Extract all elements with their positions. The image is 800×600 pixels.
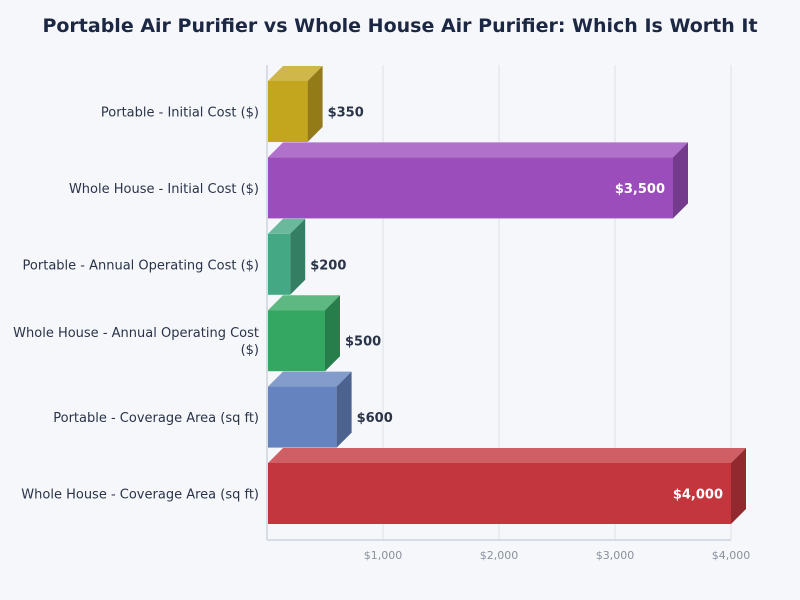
data-label: $200 — [310, 258, 346, 273]
bar-top — [268, 218, 306, 234]
bar-top — [268, 448, 746, 463]
bar-side — [731, 448, 746, 524]
bar-top — [268, 371, 352, 387]
x-tick-label: $1,000 — [364, 549, 403, 562]
bar-group: $500 — [268, 295, 381, 372]
category-label: Whole House - Coverage Area (sq ft) — [21, 488, 259, 503]
category-label: Whole House - Annual Operating Cost — [13, 326, 259, 341]
data-label: $350 — [328, 106, 364, 121]
chart-title: Portable Air Purifier vs Whole House Air… — [42, 15, 758, 37]
x-tick-label: $2,000 — [480, 549, 519, 562]
category-label: ($) — [241, 343, 259, 358]
bar — [268, 310, 325, 372]
category-label: Portable - Initial Cost ($) — [101, 106, 259, 121]
data-label: $3,500 — [615, 182, 665, 197]
bar-side — [307, 66, 323, 142]
category-label: Portable - Coverage Area (sq ft) — [53, 411, 259, 426]
bar — [268, 157, 673, 219]
data-label: $500 — [345, 335, 381, 350]
bar-top — [268, 142, 688, 158]
category-label: Portable - Annual Operating Cost ($) — [23, 258, 259, 273]
x-tick-label: $3,000 — [596, 549, 635, 562]
bar-top — [268, 295, 340, 311]
bar — [268, 233, 291, 295]
bar — [268, 463, 731, 524]
bar-group: $350 — [268, 66, 364, 142]
bar-side — [336, 371, 352, 448]
bar-group: $3,500 — [268, 142, 688, 219]
bar-group: $4,000 — [268, 448, 746, 524]
bar-group: $600 — [268, 371, 393, 448]
bar — [268, 81, 308, 142]
data-label: $4,000 — [673, 488, 723, 503]
x-tick-label: $4,000 — [712, 549, 751, 562]
category-label: Whole House - Initial Cost ($) — [69, 182, 259, 197]
bar-side — [673, 142, 688, 219]
bar-top — [268, 66, 323, 81]
bar-side — [325, 295, 340, 372]
bar — [268, 386, 337, 448]
bar-side — [290, 218, 306, 295]
data-label: $600 — [357, 411, 393, 426]
bar-group: $200 — [268, 218, 346, 295]
